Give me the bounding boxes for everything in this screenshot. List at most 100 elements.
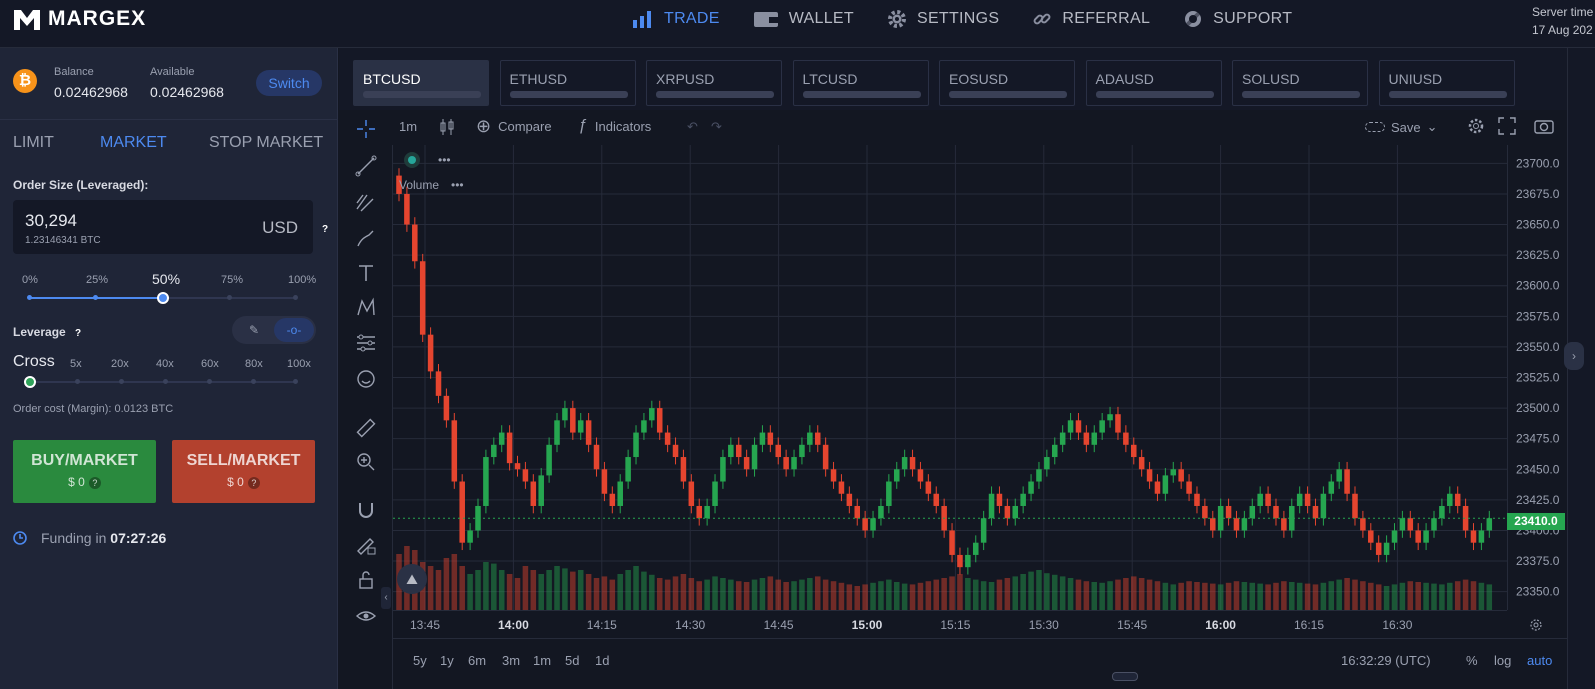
logo[interactable]: MARGEX: [12, 6, 146, 32]
log-scale-toggle[interactable]: log: [1494, 653, 1512, 668]
save-button[interactable]: Save ⌄: [1365, 119, 1438, 135]
range-1d[interactable]: 1d: [595, 653, 610, 668]
fib-tool-icon[interactable]: [355, 191, 377, 213]
slider-stop[interactable]: [75, 379, 80, 384]
nav-support[interactable]: SUPPORT: [1183, 9, 1292, 29]
nav-wallet[interactable]: WALLET: [753, 10, 854, 28]
eye-icon[interactable]: [355, 605, 377, 627]
ticker-tab-xrpusd[interactable]: XRPUSD: [646, 60, 782, 106]
emoji-icon[interactable]: [355, 368, 377, 390]
range-5d[interactable]: 5d: [565, 653, 580, 668]
lev-60x[interactable]: 60x: [201, 358, 219, 370]
nav-settings[interactable]: SETTINGS: [887, 9, 999, 29]
lev-40x[interactable]: 40x: [156, 358, 174, 370]
slider-mode-icon[interactable]: -o-: [274, 318, 314, 342]
price-chart[interactable]: [393, 145, 1507, 610]
sell-market-button[interactable]: SELL/MARKET $ 0?: [172, 440, 315, 503]
leverage-slider[interactable]: [24, 376, 298, 388]
lock-drawing-icon[interactable]: [355, 534, 377, 556]
slider-stop[interactable]: [163, 379, 168, 384]
slider-stop[interactable]: [27, 295, 32, 300]
ruler-icon[interactable]: [355, 417, 377, 439]
pct-0[interactable]: 0%: [22, 274, 38, 286]
range-1y[interactable]: 1y: [440, 653, 454, 668]
series-status-dot[interactable]: [404, 152, 420, 168]
order-size-input[interactable]: 30,294 1.23146341 BTC USD: [13, 200, 313, 254]
text-tool-icon[interactable]: [355, 262, 377, 284]
tab-limit[interactable]: LIMIT: [13, 134, 54, 151]
leverage-slider-handle[interactable]: [24, 376, 36, 388]
ticker-tab-btcusd[interactable]: BTCUSD: [353, 60, 489, 106]
ticker-tab-eosusd[interactable]: EOSUSD: [939, 60, 1075, 106]
collapse-toolbar-handle[interactable]: ‹: [381, 587, 391, 609]
lev-80x[interactable]: 80x: [245, 358, 263, 370]
tab-market[interactable]: MARKET: [100, 134, 167, 151]
prediction-tool-icon[interactable]: [355, 332, 377, 354]
pct-75[interactable]: 75%: [221, 274, 244, 286]
slider-stop[interactable]: [251, 379, 256, 384]
ticker-tab-ltcusd[interactable]: LTCUSD: [792, 60, 929, 106]
size-slider[interactable]: [27, 292, 298, 304]
auto-scale-toggle[interactable]: auto: [1527, 653, 1553, 668]
leverage-mode-toggle[interactable]: ✎ -o-: [232, 316, 316, 344]
crosshair-icon[interactable]: [355, 118, 377, 140]
price-axis[interactable]: 23700.0 23675.0 23650.0 23625.0 23600.0 23575…: [1507, 145, 1567, 610]
leverage-help-icon[interactable]: ?: [75, 328, 82, 339]
pct-100[interactable]: 100%: [288, 274, 317, 286]
interval-selector[interactable]: 1m: [399, 119, 418, 134]
ticker-tab-ethusd[interactable]: ETHUSD: [499, 60, 636, 106]
trend-line-icon[interactable]: [355, 155, 377, 177]
pencil-icon[interactable]: ✎: [248, 323, 260, 337]
camera-icon[interactable]: [1534, 117, 1554, 135]
ticker-tab-solusd[interactable]: SOLUSD: [1232, 60, 1368, 106]
range-6m[interactable]: 6m: [468, 653, 487, 668]
range-1m[interactable]: 1m: [533, 653, 552, 668]
chart-settings-icon[interactable]: [1466, 116, 1486, 136]
more-options-icon[interactable]: •••: [438, 153, 451, 167]
pct-25[interactable]: 25%: [86, 274, 109, 286]
axis-settings-icon[interactable]: [1528, 617, 1544, 633]
expand-panel-button[interactable]: ›: [1564, 342, 1584, 370]
compare-button[interactable]: ⊕ Compare: [476, 116, 552, 137]
range-3m[interactable]: 3m: [502, 653, 521, 668]
tradingview-logo-icon[interactable]: ⛰: [397, 564, 427, 594]
candle-type-icon[interactable]: [439, 118, 455, 136]
slider-stop[interactable]: [227, 295, 232, 300]
lev-cross[interactable]: Cross: [13, 353, 55, 370]
indicators-button[interactable]: ƒ Indicators: [578, 117, 651, 135]
slider-stop[interactable]: [293, 379, 298, 384]
slider-stop[interactable]: [119, 379, 124, 384]
nav-trade[interactable]: TRADE: [632, 10, 720, 28]
pattern-tool-icon[interactable]: [355, 297, 377, 319]
volume-bar: [1344, 578, 1350, 610]
tab-stop-market[interactable]: STOP MARKET: [209, 134, 324, 151]
buy-market-button[interactable]: BUY/MARKET $ 0?: [13, 440, 156, 503]
unlock-icon[interactable]: [355, 569, 377, 591]
undo-icon[interactable]: ↶: [687, 119, 698, 134]
slider-stop[interactable]: [93, 295, 98, 300]
redo-icon[interactable]: ↷: [711, 119, 722, 134]
slider-stop[interactable]: [293, 295, 298, 300]
lev-5x[interactable]: 5x: [70, 358, 82, 370]
switch-button[interactable]: Switch: [256, 70, 322, 96]
lev-100x[interactable]: 100x: [287, 358, 311, 370]
brush-icon[interactable]: [355, 227, 377, 249]
ticker-tab-adausd[interactable]: ADAUSD: [1085, 60, 1222, 106]
pct-50[interactable]: 50%: [152, 271, 181, 287]
sell-help-icon[interactable]: ?: [247, 476, 260, 489]
ticker-tab-uniusd[interactable]: UNIUSD: [1378, 60, 1515, 106]
range-5y[interactable]: 5y: [413, 653, 427, 668]
size-slider-handle[interactable]: [157, 292, 169, 304]
fullscreen-icon[interactable]: [1498, 117, 1516, 135]
order-size-help-icon[interactable]: ?: [321, 224, 329, 235]
slider-stop[interactable]: [207, 379, 212, 384]
nav-referral[interactable]: REFERRAL: [1032, 9, 1150, 29]
zoom-in-icon[interactable]: [355, 451, 377, 473]
time-axis[interactable]: 13:45 14:00 14:15 14:30 14:45 15:00 15:15 15:30…: [393, 610, 1507, 638]
magnet-icon[interactable]: [355, 499, 377, 521]
percent-scale-toggle[interactable]: %: [1466, 653, 1478, 668]
panel-resize-handle[interactable]: [1112, 672, 1138, 681]
buy-help-icon[interactable]: ?: [88, 476, 101, 489]
lev-20x[interactable]: 20x: [111, 358, 129, 370]
volume-options-icon[interactable]: •••: [451, 178, 464, 192]
